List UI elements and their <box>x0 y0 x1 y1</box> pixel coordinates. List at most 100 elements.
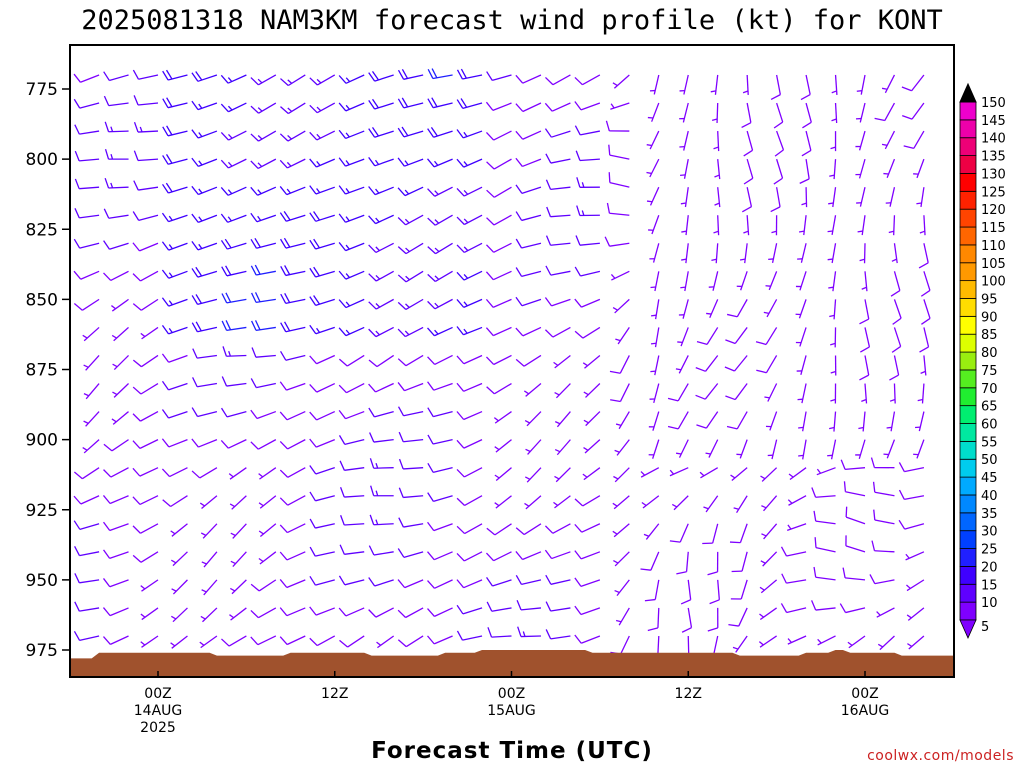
colorbar-label: 80 <box>981 346 998 361</box>
wind-barb <box>606 202 630 216</box>
wind-barb <box>456 326 483 336</box>
wind-barb <box>869 574 895 585</box>
wind-barb <box>191 241 218 251</box>
wind-barb <box>103 549 129 559</box>
wind-barb <box>199 635 218 649</box>
wind-barb <box>250 158 277 169</box>
wind-barb <box>781 573 807 584</box>
wind-barb <box>161 269 188 279</box>
wind-barb <box>917 383 925 404</box>
wind-barb <box>250 607 277 619</box>
wind-barb <box>456 186 483 197</box>
wind-barb <box>881 130 896 150</box>
wind-barb <box>82 439 100 454</box>
wind-barb <box>191 157 218 167</box>
wind-barb <box>755 327 778 346</box>
wind-barb <box>764 383 778 402</box>
wind-barb <box>456 604 483 615</box>
wind-barb <box>711 103 719 124</box>
wind-barb <box>162 125 188 137</box>
wind-barb <box>768 243 778 263</box>
wind-barb <box>280 74 306 87</box>
y-tick-label: 875 <box>26 361 58 381</box>
wind-barb <box>650 271 660 292</box>
wind-barb <box>870 457 895 469</box>
wind-barb <box>456 354 483 365</box>
colorbar-segment <box>959 494 977 514</box>
wind-barb <box>916 187 925 208</box>
wind-barb <box>162 495 188 508</box>
wind-barb <box>338 242 365 252</box>
wind-barb <box>140 326 159 340</box>
wind-barb <box>427 462 453 473</box>
wind-barb <box>73 98 100 109</box>
y-tick-label: 775 <box>26 80 58 100</box>
wind-barb <box>456 551 483 562</box>
colorbar-segment <box>959 583 977 603</box>
wind-barb <box>161 212 188 223</box>
wind-barb <box>456 242 483 254</box>
wind-barb <box>132 211 159 222</box>
x-tick-label: 15AUG <box>487 703 536 719</box>
wind-barb <box>397 97 424 109</box>
wind-barb <box>575 235 600 246</box>
wind-barb <box>427 607 453 617</box>
wind-barb <box>191 100 218 111</box>
wind-barb <box>840 459 866 471</box>
wind-barb <box>829 159 837 180</box>
wind-barb <box>702 523 719 545</box>
wind-barb <box>797 383 807 404</box>
wind-barb <box>397 548 424 558</box>
colorbar-label: 40 <box>981 489 998 504</box>
wind-barb <box>610 270 630 281</box>
wind-barb <box>669 467 689 477</box>
wind-barb <box>680 187 689 208</box>
colorbar-segment <box>959 298 977 317</box>
wind-barb <box>650 299 660 320</box>
wind-barb <box>251 347 276 358</box>
wind-barb <box>797 243 807 263</box>
wind-barb <box>921 299 931 325</box>
wind-barb <box>73 73 100 83</box>
wind-barb <box>817 635 836 646</box>
wind-barb <box>201 579 218 596</box>
wind-barb <box>861 383 868 404</box>
wind-barb <box>456 98 483 110</box>
wind-barb <box>876 607 895 618</box>
wind-barb <box>612 298 630 314</box>
wind-barb <box>258 523 277 537</box>
wind-barb <box>898 519 925 530</box>
wind-barb <box>713 131 720 152</box>
wind-barb <box>250 102 277 114</box>
wind-barb <box>650 355 660 376</box>
wind-barb <box>545 574 571 585</box>
wind-barb <box>279 551 306 561</box>
wind-barb <box>813 510 836 525</box>
wind-barb <box>681 215 689 236</box>
wind-barb <box>515 523 542 536</box>
wind-barb <box>368 156 394 167</box>
wind-barb <box>486 601 512 612</box>
wind-barb <box>525 439 542 455</box>
wind-barb <box>729 523 748 544</box>
wind-barb <box>612 495 630 510</box>
wind-barb <box>111 326 129 342</box>
x-tick-label: 12Z <box>321 686 348 702</box>
wind-barb <box>860 327 871 353</box>
wind-barb <box>309 354 336 365</box>
wind-barb <box>339 544 365 555</box>
wind-barb <box>309 465 335 475</box>
colorbar-segment <box>959 101 977 121</box>
wind-barb <box>486 576 512 587</box>
wind-barb <box>161 467 188 478</box>
wind-barb <box>280 321 306 333</box>
wind-barb <box>545 265 571 276</box>
chart-title: 2025081318 NAM3KM forecast wind profile … <box>81 5 943 36</box>
wind-barb <box>73 298 100 311</box>
wind-barb <box>770 187 781 213</box>
wind-barb <box>162 182 188 194</box>
wind-barb <box>889 383 896 404</box>
colorbar-label: 130 <box>981 167 1006 182</box>
wind-barb <box>456 158 483 168</box>
wind-barb <box>170 635 188 649</box>
